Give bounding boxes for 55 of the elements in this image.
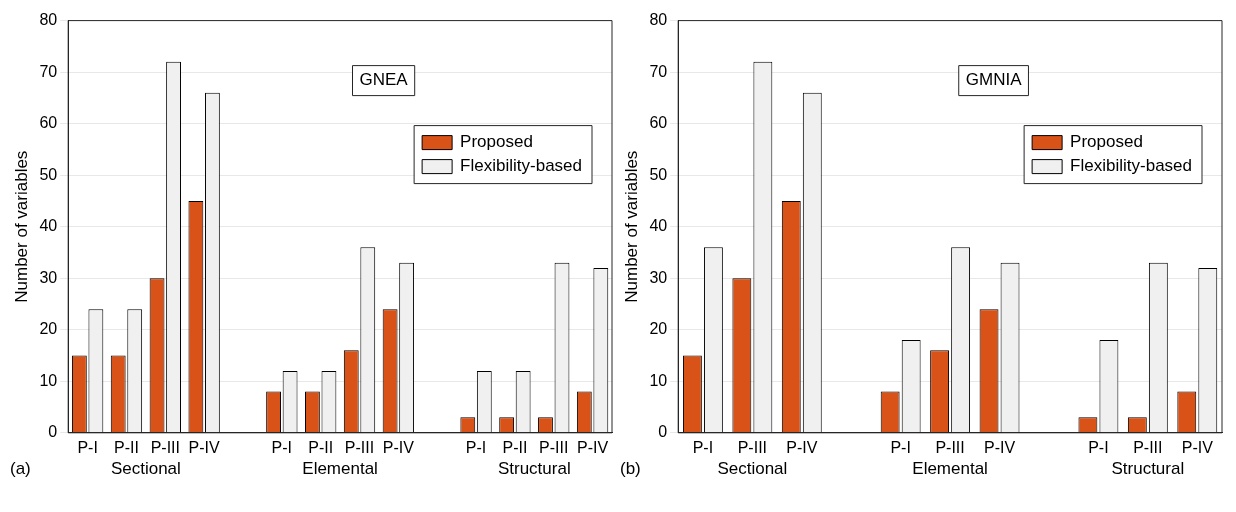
x-tick-label: P-II [502, 438, 528, 456]
text: GMNIA [965, 70, 1023, 90]
x-tick-label: P-IV [577, 438, 609, 456]
y-tick-label: 40 [39, 217, 58, 235]
x-tick-label: P-III [539, 438, 569, 456]
y-tick-label: 80 [39, 11, 58, 29]
text: Structural [1111, 458, 1185, 478]
y-tick-label: 80 [649, 11, 668, 29]
y-tick-label: 0 [658, 423, 668, 441]
text: Elemental [912, 458, 988, 478]
y-tick-label: 10 [39, 371, 58, 389]
y-tick-label: 10 [649, 371, 668, 389]
text: Elemental [302, 458, 378, 478]
legend-label: Flexibility-based [460, 156, 583, 176]
text: Sectional [717, 458, 788, 478]
legend-label: Proposed [460, 132, 533, 152]
x-tick-label: P-I [692, 438, 714, 456]
x-tick-label: P-II [114, 438, 139, 456]
text: Sectional [110, 458, 181, 478]
y-axis-title: Number of variables [621, 150, 641, 303]
x-tick-label: P-III [737, 438, 768, 456]
y-tick-label: 20 [39, 320, 58, 338]
x-tick-label: P-IV [188, 438, 221, 456]
x-tick-label: P-I [77, 438, 98, 456]
x-tick-label: P-IV [983, 438, 1016, 456]
y-tick-label: 0 [48, 423, 58, 441]
y-tick-label: 50 [39, 165, 58, 183]
x-tick-label: P-II [308, 438, 334, 456]
y-tick-label: 60 [649, 114, 668, 132]
y-tick-label: 70 [39, 62, 58, 80]
x-tick-label: P-I [465, 438, 487, 456]
y-axis-title: Number of variables [11, 150, 31, 303]
text: GNEA [359, 70, 409, 90]
y-tick-label: 30 [649, 268, 668, 286]
x-tick-label: P-IV [382, 438, 415, 456]
x-tick-label: P-III [1133, 438, 1163, 456]
legend-label: Flexibility-based [1070, 156, 1193, 176]
x-tick-label: P-I [1088, 438, 1109, 456]
y-tick-label: 20 [649, 320, 668, 338]
y-tick-label: 30 [39, 268, 58, 286]
x-tick-label: P-IV [786, 438, 818, 456]
text: (b) [620, 458, 641, 478]
x-tick-label: P-I [890, 438, 911, 456]
y-tick-label: 50 [649, 165, 668, 183]
x-tick-label: P-IV [1181, 438, 1214, 456]
x-tick-label: P-III [150, 438, 180, 456]
x-tick-label: P-III [344, 438, 375, 456]
text: (a) [10, 458, 31, 478]
text: Structural [497, 458, 571, 478]
x-tick-label: P-III [935, 438, 965, 456]
y-tick-label: 40 [649, 217, 668, 235]
y-tick-label: 70 [649, 62, 668, 80]
y-tick-label: 60 [39, 114, 58, 132]
legend-label: Proposed [1070, 132, 1143, 152]
x-tick-label: P-I [271, 438, 293, 456]
